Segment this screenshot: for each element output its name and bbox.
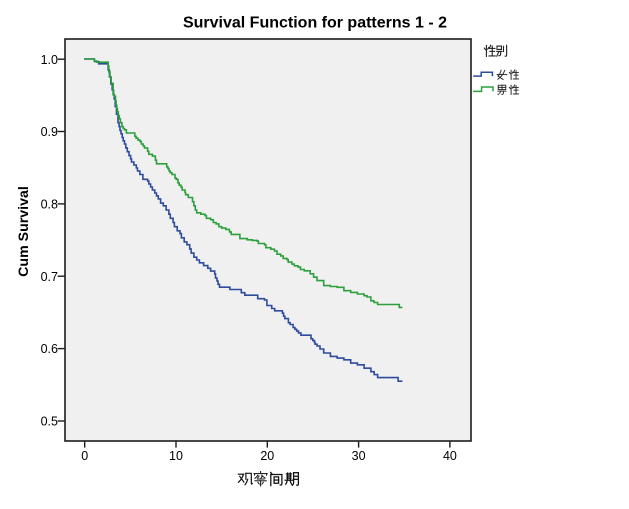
svg-text:1.0: 1.0 xyxy=(41,53,58,67)
svg-text:20: 20 xyxy=(260,449,274,463)
svg-text:0.7: 0.7 xyxy=(41,270,58,284)
svg-text:0.9: 0.9 xyxy=(41,125,58,139)
svg-text:Cum Survival: Cum Survival xyxy=(16,186,32,277)
svg-text:0.8: 0.8 xyxy=(41,198,58,212)
svg-text:0.6: 0.6 xyxy=(41,342,58,356)
svg-text:0: 0 xyxy=(81,449,88,463)
svg-text:Survival Function for patterns: Survival Function for patterns 1 - 2 xyxy=(183,15,447,32)
svg-text:0.5: 0.5 xyxy=(41,415,58,429)
svg-text:30: 30 xyxy=(352,449,366,463)
svg-text:40: 40 xyxy=(443,449,457,463)
svg-text:10: 10 xyxy=(169,449,183,463)
